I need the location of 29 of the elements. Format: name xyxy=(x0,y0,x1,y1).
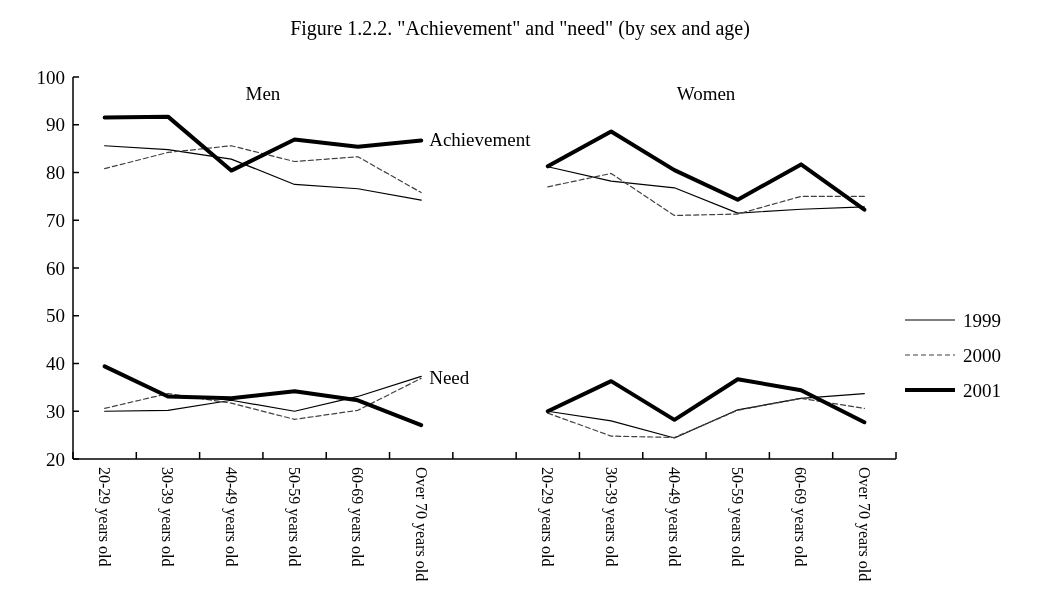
y-tick-label: 60 xyxy=(46,257,65,279)
y-tick-label: 100 xyxy=(36,66,65,88)
annotation: Women xyxy=(676,83,736,104)
y-tick-label: 50 xyxy=(46,305,65,327)
y-tick-label: 70 xyxy=(46,209,65,231)
x-tick-label: 40-49 years old xyxy=(221,467,240,567)
legend-label: 2001 xyxy=(963,379,1001,401)
x-tick-label: Over 70 years old xyxy=(854,467,873,582)
chart-title: Figure 1.2.2. "Achievement" and "need" (by sex and age) xyxy=(290,17,750,40)
x-tick-label: 60-69 years old xyxy=(791,467,810,567)
annotation: Men xyxy=(245,83,281,104)
legend-label: 1999 xyxy=(963,309,1001,331)
y-tick-label: 40 xyxy=(46,353,65,375)
annotation: Need xyxy=(429,367,470,389)
y-tick-label: 20 xyxy=(46,448,65,470)
y-tick-label: 30 xyxy=(46,400,65,422)
x-tick-label: 30-39 years old xyxy=(601,467,620,567)
x-tick-label: 20-29 years old xyxy=(95,467,114,567)
annotation: Achievement xyxy=(429,128,532,150)
x-tick-label: Over 70 years old xyxy=(411,467,430,582)
x-tick-label: 40-49 years old xyxy=(664,467,683,567)
x-tick-label: 60-69 years old xyxy=(348,467,367,567)
x-tick-label: 30-39 years old xyxy=(158,467,177,567)
y-tick-label: 80 xyxy=(46,162,65,184)
x-tick-label: 50-59 years old xyxy=(284,467,303,567)
legend-label: 2000 xyxy=(963,344,1001,366)
x-tick-label: 50-59 years old xyxy=(728,467,747,567)
y-tick-label: 90 xyxy=(46,114,65,136)
x-tick-label: 20-29 years old xyxy=(538,467,557,567)
